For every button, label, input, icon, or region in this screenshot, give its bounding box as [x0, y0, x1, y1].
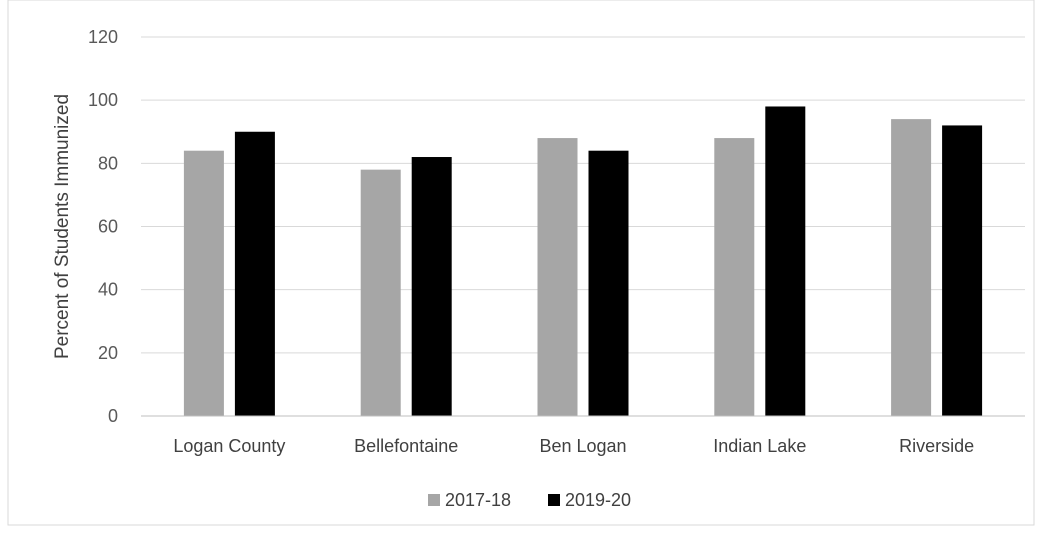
- bar-2017-18-bellefontaine: [360, 169, 401, 416]
- legend-swatch-2017-18: [428, 494, 440, 506]
- legend: 2017-18 2019-20: [428, 490, 631, 510]
- y-tick-label: 120: [88, 27, 118, 47]
- y-tick-label: 100: [88, 90, 118, 110]
- bar-2017-18-indian-lake: [714, 138, 755, 417]
- axes: 0 20 40 60 80 100 120 Logan County Bellefontaine…: [88, 27, 1025, 456]
- bar-2019-20-indian-lake: [765, 106, 806, 416]
- y-tick-label: 60: [98, 217, 118, 237]
- x-tick-label: Riverside: [899, 436, 974, 456]
- y-tick-label: 40: [98, 280, 118, 300]
- y-tick-label: 0: [108, 406, 118, 426]
- bar-2017-18-riverside: [891, 119, 932, 416]
- chart-border: [7, 0, 1035, 526]
- bar-2019-20-ben-logan: [588, 150, 629, 416]
- x-tick-label: Indian Lake: [713, 436, 806, 456]
- bar-2019-20-riverside: [942, 125, 983, 416]
- bar-2017-18-logan-county: [183, 150, 224, 416]
- y-tick-label: 20: [98, 343, 118, 363]
- bar-2017-18-ben-logan: [537, 138, 578, 417]
- bar-2019-20-bellefontaine: [411, 157, 452, 416]
- x-tick-label: Ben Logan: [539, 436, 626, 456]
- x-tick-label: Logan County: [173, 436, 285, 456]
- y-axis-title: Percent of Students Immunized: [52, 94, 73, 359]
- legend-label: 2017-18: [445, 490, 511, 510]
- bars: [183, 106, 983, 417]
- legend-label: 2019-20: [565, 490, 631, 510]
- gridlines: [141, 36, 1025, 354]
- y-tick-label: 80: [98, 153, 118, 173]
- legend-swatch-2019-20: [548, 494, 560, 506]
- x-tick-label: Bellefontaine: [354, 436, 458, 456]
- bar-2019-20-logan-county: [234, 131, 275, 416]
